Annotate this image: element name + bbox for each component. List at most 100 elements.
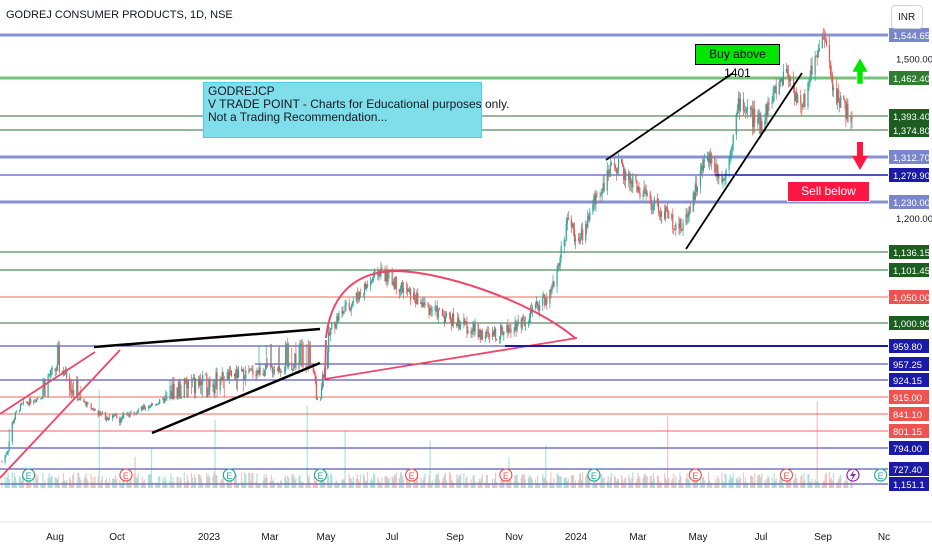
candle-body <box>606 170 608 191</box>
volume-bar <box>492 483 495 488</box>
candle-body <box>594 195 596 205</box>
volume-bar <box>801 474 803 488</box>
volume-bar <box>527 477 529 488</box>
volume-bar <box>759 475 761 488</box>
volume-bar <box>241 472 243 488</box>
earnings-marker[interactable]: E <box>313 468 328 482</box>
volume-bar <box>817 481 819 488</box>
candle-body <box>157 404 159 406</box>
candle-body <box>581 229 583 238</box>
volume-bar <box>299 474 301 488</box>
earnings-marker-circle <box>313 468 328 482</box>
candle-body <box>645 189 647 196</box>
volume-bar <box>427 483 429 488</box>
volume-bar <box>717 475 719 488</box>
candle-body <box>773 89 775 93</box>
candle-body <box>358 291 361 300</box>
earnings-marker[interactable]: E <box>499 468 513 482</box>
candle-body <box>643 187 645 195</box>
volume-bar <box>62 473 65 488</box>
candle-body <box>319 398 322 400</box>
candle-body <box>539 305 541 311</box>
volume-bar <box>649 476 651 488</box>
candle-body <box>373 272 375 279</box>
volume-bar <box>484 482 486 488</box>
volume-bar <box>395 472 397 488</box>
candle-body <box>186 383 188 389</box>
time-axis[interactable]: Aug Oct 2023 Mar May Jul Sep Nov 2024 Mar May Jul Se… <box>0 521 932 543</box>
volume-bar <box>825 472 827 488</box>
volume-bar <box>293 474 295 488</box>
volume-bar <box>159 476 161 488</box>
volume-bar <box>122 480 124 488</box>
candle-body <box>624 171 626 180</box>
volume-bar <box>58 483 60 488</box>
candle-body <box>779 80 781 82</box>
volume-bar <box>144 483 146 488</box>
volume-bar <box>393 474 395 488</box>
candle-body <box>622 162 624 167</box>
volume-bar <box>493 478 496 488</box>
candle-body <box>653 198 655 206</box>
candle-body <box>673 228 675 230</box>
candle-body <box>718 176 720 179</box>
candle-body <box>652 205 654 210</box>
volume-bar <box>306 405 308 488</box>
volume-bar <box>804 480 806 488</box>
candle-body <box>572 223 575 229</box>
lightning-icon[interactable] <box>846 468 860 482</box>
earnings-marker[interactable]: E <box>222 468 236 482</box>
volume-bar <box>251 473 253 488</box>
volume-bar <box>377 476 379 488</box>
earnings-marker[interactable]: E <box>119 468 133 482</box>
price-marker-bg <box>889 316 929 330</box>
time-tick-label: Jul <box>755 532 768 543</box>
volume-bar <box>550 472 552 488</box>
candle-body <box>272 372 274 374</box>
candle-body <box>816 56 818 58</box>
volume-bar <box>673 473 675 488</box>
earnings-marker[interactable]: E <box>779 468 794 482</box>
candle-body <box>801 104 803 108</box>
volume-bar <box>625 476 627 488</box>
candle-body <box>692 192 694 212</box>
volume-bar <box>656 475 659 488</box>
volume-bar <box>142 481 144 488</box>
price-marker: 1,279.90 <box>889 168 930 182</box>
candle-body <box>221 372 223 381</box>
currency-button[interactable]: INR <box>891 5 923 29</box>
candle-body <box>809 79 811 83</box>
volume-bar <box>624 478 626 488</box>
volume-bar <box>450 479 453 488</box>
volume-bar <box>553 478 555 488</box>
earnings-marker[interactable]: E <box>688 468 702 482</box>
earnings-marker[interactable]: E <box>587 468 601 482</box>
candle-body <box>804 93 806 107</box>
volume-bar <box>757 475 759 488</box>
price-marker: 1,374.80 <box>889 123 930 137</box>
candle-body <box>815 56 817 57</box>
candle-body <box>651 209 653 211</box>
price-marker-bg <box>889 123 929 137</box>
earnings-marker[interactable]: E <box>874 468 888 482</box>
volume-bar <box>308 475 310 488</box>
volume-bar <box>193 474 196 488</box>
volume-bar <box>616 478 619 488</box>
candle-body <box>236 369 239 378</box>
volume-bar <box>574 480 577 488</box>
candle-body <box>63 374 66 376</box>
price-marker: 959.80 <box>889 339 929 353</box>
candle-body <box>478 329 480 338</box>
price-marker-label: 727.40 <box>893 465 922 476</box>
candle-body <box>434 306 436 311</box>
earnings-marker[interactable]: E <box>22 468 36 482</box>
candle-body <box>265 364 267 370</box>
volume-bar <box>702 476 705 488</box>
price-axis[interactable]: 1,544.65 1,462.40 1,393.40 1,374.80 1,312.70… <box>889 28 932 491</box>
earnings-marker[interactable]: E <box>405 468 419 482</box>
candle-body <box>495 328 497 339</box>
volume-bar <box>350 479 352 488</box>
volume-bar <box>601 476 603 488</box>
